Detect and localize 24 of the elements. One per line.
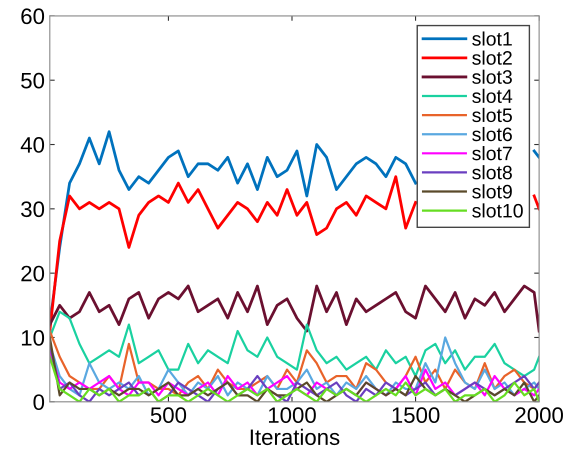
line-series bbox=[50, 284, 540, 332]
y-tick-label: 60 bbox=[21, 8, 44, 24]
x-tick-label: 1000 bbox=[268, 407, 316, 423]
legend-label: slot1 bbox=[472, 31, 512, 46]
legend-label: slot7 bbox=[472, 146, 512, 160]
x-tick-label: 500 bbox=[150, 407, 186, 423]
legend-label: slot8 bbox=[472, 165, 512, 180]
x-tick-label: 1500 bbox=[392, 407, 440, 423]
line-series bbox=[50, 310, 540, 378]
x-tick-label: 2000 bbox=[516, 407, 563, 423]
legend-label: slot6 bbox=[472, 126, 512, 142]
legend-label: slot2 bbox=[472, 50, 512, 65]
legend-label: slot3 bbox=[472, 70, 512, 84]
y-tick-label: 50 bbox=[21, 72, 44, 88]
y-tick-label: 30 bbox=[21, 201, 44, 218]
legend-label: slot4 bbox=[472, 88, 512, 104]
x-axis-title: Iterations bbox=[250, 428, 340, 446]
legend-label: slot10 bbox=[472, 203, 523, 218]
legend-label: slot5 bbox=[472, 108, 512, 122]
y-tick-label: 20 bbox=[21, 266, 44, 282]
legend-label: slot9 bbox=[472, 184, 512, 199]
y-tick-label: 0 bbox=[33, 394, 44, 410]
y-tick-label: 10 bbox=[22, 330, 44, 346]
y-tick-label: 40 bbox=[20, 137, 44, 153]
